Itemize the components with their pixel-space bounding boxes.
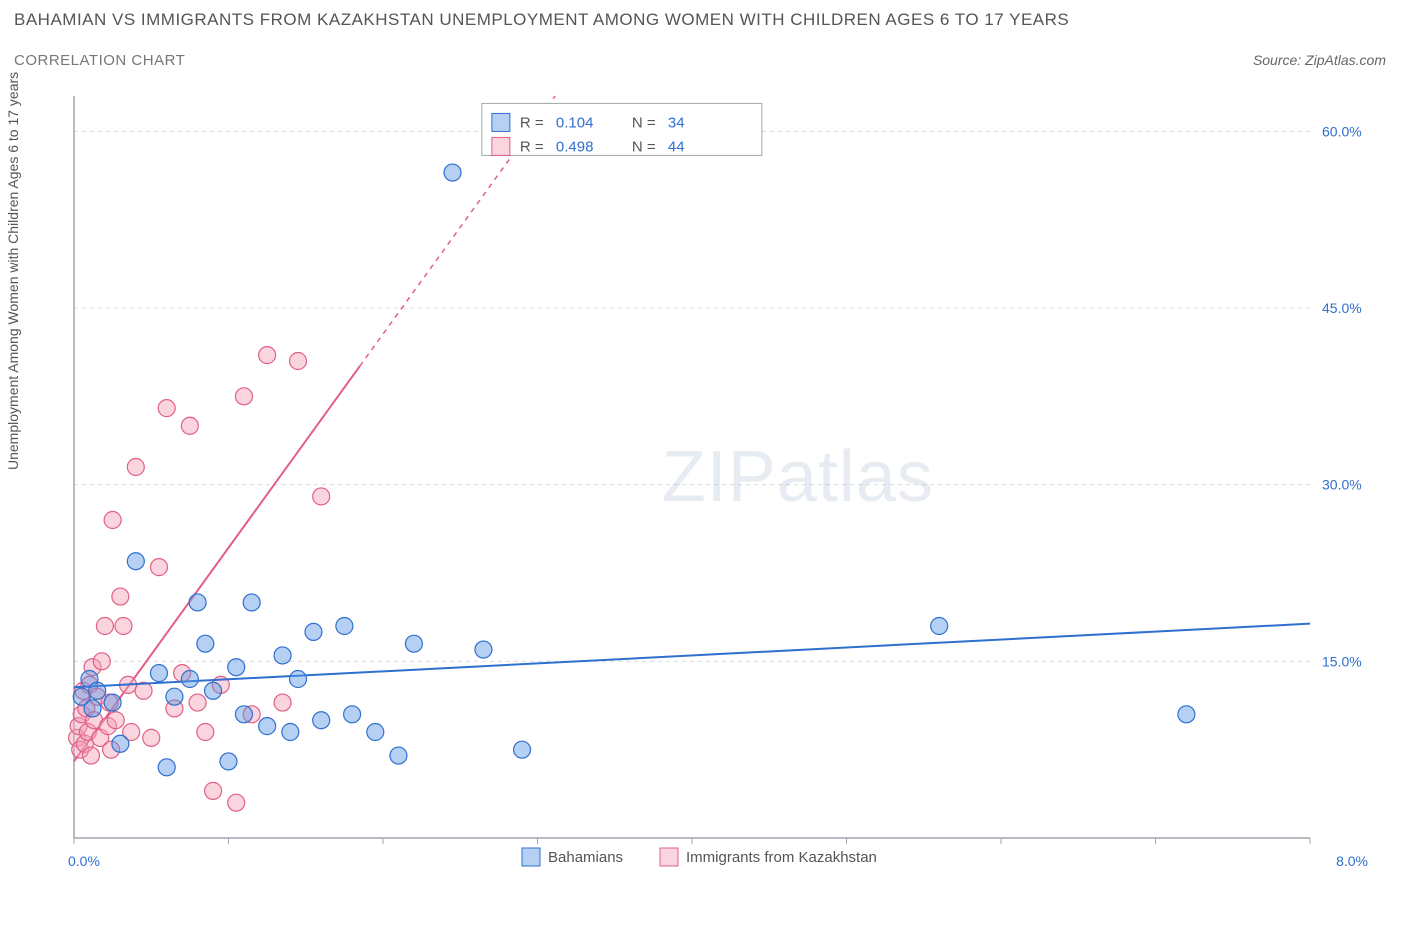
- chart-title: BAHAMIAN VS IMMIGRANTS FROM KAZAKHSTAN U…: [14, 10, 1069, 30]
- data-point: [166, 688, 183, 705]
- legend-r-value: 0.498: [556, 138, 594, 155]
- data-point: [931, 618, 948, 635]
- plot-surface: 15.0% 30.0% 45.0% 60.0% 0.0% 8.0% R = 0.104 N = 3…: [64, 88, 1380, 878]
- data-point: [104, 694, 121, 711]
- data-point: [84, 700, 101, 717]
- legend-n-value: 34: [668, 114, 685, 131]
- bottom-legend-label: Immigrants from Kazakhstan: [686, 849, 877, 866]
- data-point: [274, 647, 291, 664]
- data-point: [181, 417, 198, 434]
- data-point: [96, 618, 113, 635]
- data-point: [107, 712, 124, 729]
- x-tick-label: 0.0%: [68, 853, 100, 869]
- data-point: [344, 706, 361, 723]
- data-point: [390, 747, 407, 764]
- legend-swatch: [492, 113, 510, 131]
- data-point: [158, 759, 175, 776]
- data-point: [228, 794, 245, 811]
- data-point: [189, 694, 206, 711]
- legend-r-label: R =: [520, 114, 544, 131]
- legend-n-value: 44: [668, 138, 685, 155]
- data-point: [243, 594, 260, 611]
- legend-n-label: N =: [632, 138, 656, 155]
- y-axis-label: Unemployment Among Women with Children A…: [5, 72, 21, 470]
- legend-n-label: N =: [632, 114, 656, 131]
- data-point: [158, 400, 175, 417]
- data-point: [336, 618, 353, 635]
- data-point: [205, 682, 222, 699]
- data-point: [290, 353, 307, 370]
- data-point: [127, 459, 144, 476]
- data-point: [235, 706, 252, 723]
- y-tick-label: 15.0%: [1322, 653, 1362, 669]
- data-point: [82, 747, 99, 764]
- data-point: [259, 718, 276, 735]
- bottom-legend-swatch: [522, 848, 540, 866]
- y-tick-label: 30.0%: [1322, 477, 1362, 493]
- data-point: [1178, 706, 1195, 723]
- data-point: [197, 635, 214, 652]
- data-point: [305, 623, 322, 640]
- chart-area: 15.0% 30.0% 45.0% 60.0% 0.0% 8.0% R = 0.104 N = 3…: [50, 88, 1380, 878]
- data-point: [228, 659, 245, 676]
- chart-container: BAHAMIAN VS IMMIGRANTS FROM KAZAKHSTAN U…: [0, 0, 1406, 930]
- bottom-legend-swatch: [660, 848, 678, 866]
- data-point: [143, 729, 160, 746]
- chart-subtitle: CORRELATION CHART: [14, 52, 185, 69]
- x-tick-label: 8.0%: [1336, 853, 1368, 869]
- data-point: [189, 594, 206, 611]
- data-point: [235, 388, 252, 405]
- data-point: [150, 559, 167, 576]
- data-point: [220, 753, 237, 770]
- data-point: [93, 653, 110, 670]
- data-point: [444, 164, 461, 181]
- data-point: [115, 618, 132, 635]
- data-point: [274, 694, 291, 711]
- data-point: [514, 741, 531, 758]
- data-point: [112, 588, 129, 605]
- data-point: [405, 635, 422, 652]
- data-point: [367, 724, 384, 741]
- y-tick-label: 60.0%: [1322, 123, 1362, 139]
- data-point: [181, 671, 198, 688]
- data-point: [150, 665, 167, 682]
- data-point: [104, 512, 121, 529]
- data-point: [290, 671, 307, 688]
- data-point: [313, 488, 330, 505]
- bottom-legend-label: Bahamians: [548, 849, 623, 866]
- data-point: [282, 724, 299, 741]
- data-point: [112, 735, 129, 752]
- legend-r-label: R =: [520, 138, 544, 155]
- data-point: [127, 553, 144, 570]
- data-point: [205, 782, 222, 799]
- trend-line: [74, 624, 1310, 688]
- plot-svg: 15.0% 30.0% 45.0% 60.0% 0.0% 8.0% R = 0.104 N = 3…: [64, 88, 1380, 878]
- data-point: [475, 641, 492, 658]
- data-point: [197, 724, 214, 741]
- y-tick-label: 45.0%: [1322, 300, 1362, 316]
- data-point: [313, 712, 330, 729]
- source-label: Source: ZipAtlas.com: [1253, 52, 1386, 68]
- legend-r-value: 0.104: [556, 114, 594, 131]
- legend-swatch: [492, 137, 510, 155]
- data-point: [259, 347, 276, 364]
- data-point: [89, 682, 106, 699]
